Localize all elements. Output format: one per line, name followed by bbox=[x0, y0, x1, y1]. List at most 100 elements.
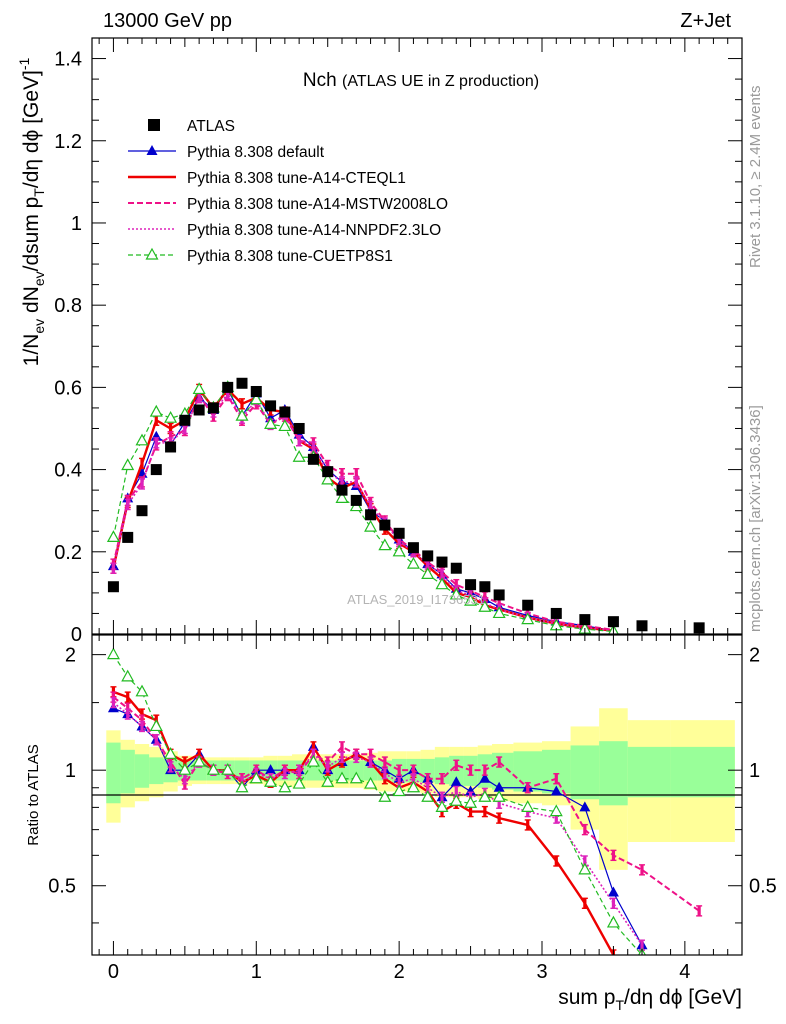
main-point-atlas-19 bbox=[379, 519, 391, 531]
ratio-line-pythia-8-308-tune-a14-nnpdf2-3lo bbox=[112, 701, 643, 946]
main-point-pythia-8-308-tune-cuetp8s1-10 bbox=[249, 392, 263, 405]
ratio-point-pythia-8-308-tune-a14-nnpdf2-3lo-15 bbox=[326, 761, 330, 772]
ratio-point-pythia-8-308-tune-cuetp8s1-18 bbox=[364, 776, 378, 789]
main-point-pythia-8-308-tune-a14-nnpdf2-3lo-5 bbox=[183, 423, 187, 434]
main-point-pythia-8-308-tune-cuetp8s1-27 bbox=[492, 606, 506, 619]
ratio-point-pythia-8-308-default-31 bbox=[607, 886, 619, 897]
legend-label-atlas: ATLAS bbox=[187, 118, 235, 135]
ratio-point-pythia-8-308-tune-a14-mstw2008lo-33 bbox=[697, 905, 701, 916]
ratio-point-pythia-8-308-tune-a14-mstw2008lo-20 bbox=[397, 765, 401, 776]
ratio-point-pythia-8-308-default-30 bbox=[579, 801, 591, 812]
ratio-point-pythia-8-308-tune-a14-nnpdf2-3lo-27 bbox=[497, 798, 501, 809]
ratio-y-tick-label-right-1: 1 bbox=[749, 760, 760, 782]
main-point-atlas-12 bbox=[279, 406, 291, 418]
main-point-atlas-8 bbox=[222, 381, 234, 393]
main-point-atlas-13 bbox=[293, 422, 305, 434]
main-point-atlas-22 bbox=[422, 550, 434, 562]
ratio-point-pythia-8-308-tune-cuetp8s1-19 bbox=[378, 790, 392, 802]
main-point-pythia-8-308-tune-a14-nnpdf2-3lo-8 bbox=[226, 388, 230, 399]
ratio-point-pythia-8-308-tune-a14-mstw2008lo-19 bbox=[383, 757, 387, 768]
ratio-point-pythia-8-308-tune-cuetp8s1-13 bbox=[292, 776, 306, 789]
main-point-atlas-10 bbox=[250, 385, 262, 397]
main-point-atlas-18 bbox=[365, 509, 377, 521]
ratio-point-pythia-8-308-tune-a14-cteql1-2 bbox=[140, 709, 144, 720]
ratio-point-pythia-8-308-tune-cuetp8s1-8 bbox=[221, 762, 235, 775]
main-point-atlas-16 bbox=[336, 484, 348, 496]
ratio-point-pythia-8-308-tune-a14-mstw2008lo-24 bbox=[454, 760, 458, 771]
ratio-point-pythia-8-308-tune-cuetp8s1-16 bbox=[335, 771, 349, 784]
main-point-atlas-7 bbox=[207, 402, 219, 414]
ratio-point-pythia-8-308-tune-cuetp8s1-14 bbox=[306, 754, 320, 767]
legend-label-pythia-8-308-tune-a14-mstw2008lo: Pythia 8.308 tune-A14-MSTW2008LO bbox=[187, 196, 448, 213]
legend-marker-atlas bbox=[148, 119, 160, 131]
ratio-y-tick-label-2: 2 bbox=[65, 645, 76, 667]
x-tick-label-0: 0 bbox=[108, 961, 119, 983]
main-point-pythia-8-308-tune-a14-nnpdf2-3lo-6 bbox=[197, 392, 201, 403]
main-point-pythia-8-308-tune-a14-nnpdf2-3lo-0 bbox=[111, 563, 116, 574]
legend-marker-pythia-8-308-tune-cuetp8s1 bbox=[145, 247, 159, 260]
ratio-point-pythia-8-308-tune-cuetp8s1-30 bbox=[578, 862, 592, 875]
ratio-point-pythia-8-308-tune-a14-cteql1-30 bbox=[583, 898, 587, 909]
y-tick-label-1: 0.2 bbox=[54, 542, 82, 564]
green-band-23 bbox=[434, 757, 450, 785]
ratio-point-pythia-8-308-tune-cuetp8s1-28 bbox=[521, 800, 535, 812]
green-band-2 bbox=[134, 754, 150, 788]
ratio-point-pythia-8-308-tune-a14-nnpdf2-3lo-16 bbox=[340, 752, 344, 763]
main-point-pythia-8-308-tune-a14-mstw2008lo-17 bbox=[354, 468, 358, 479]
ratio-point-pythia-8-308-default-24 bbox=[450, 776, 462, 787]
main-point-pythia-8-308-tune-a14-mstw2008lo-4 bbox=[168, 431, 173, 442]
ratio-point-pythia-8-308-tune-a14-nnpdf2-3lo-30 bbox=[583, 855, 587, 866]
main-point-atlas-14 bbox=[307, 453, 319, 465]
main-point-atlas-27 bbox=[493, 589, 505, 601]
y-tick-label-6: 1.2 bbox=[54, 131, 82, 153]
ratio-point-pythia-8-308-tune-cuetp8s1-4 bbox=[164, 747, 178, 759]
green-band-32 bbox=[627, 746, 671, 798]
main-point-pythia-8-308-tune-cuetp8s1-6 bbox=[192, 382, 206, 395]
main-plot-frame bbox=[91, 37, 743, 635]
plot-title-group: Nch (ATLAS UE in Z production) bbox=[303, 70, 539, 91]
main-point-atlas-4 bbox=[165, 441, 177, 453]
main-point-pythia-8-308-tune-a14-cteql1-4 bbox=[168, 423, 173, 434]
ratio-point-pythia-8-308-tune-a14-mstw2008lo-29 bbox=[554, 773, 558, 784]
ratio-point-pythia-8-308-tune-a14-nnpdf2-3lo-20 bbox=[397, 777, 401, 788]
ratio-y-tick-label-1: 1 bbox=[65, 760, 76, 782]
ratio-point-pythia-8-308-tune-cuetp8s1-31 bbox=[606, 915, 620, 928]
ratio-point-pythia-8-308-tune-a14-nnpdf2-3lo-3 bbox=[154, 734, 158, 745]
main-point-pythia-8-308-tune-a14-nnpdf2-3lo-17 bbox=[354, 476, 358, 487]
main-point-pythia-8-308-tune-cuetp8s1-25 bbox=[464, 593, 478, 606]
main-point-pythia-8-308-tune-cuetp8s1-19 bbox=[378, 538, 392, 551]
axis-ticks: 0 1 2 3 4 0 0.2 0.4 0.6 0.8 1 1.2 1.4 0.5 0.5 1 1 2 2 bbox=[48, 38, 777, 983]
main-point-pythia-8-308-tune-a14-nnpdf2-3lo-20 bbox=[397, 536, 401, 547]
mcplots-credit: mcplots.cern.ch [arXiv:1306.3436] bbox=[747, 405, 764, 632]
main-point-pythia-8-308-tune-cuetp8s1-2 bbox=[135, 433, 149, 446]
ratio-point-pythia-8-308-tune-a14-cteql1-5 bbox=[183, 757, 187, 768]
ratio-point-pythia-8-308-tune-cuetp8s1-29 bbox=[549, 804, 563, 817]
legend-marker-pythia-8-308-default bbox=[146, 145, 158, 155]
main-point-atlas-32 bbox=[636, 620, 648, 632]
legend-label-pythia-8-308-tune-cuetp8s1: Pythia 8.308 tune-CUETP8S1 bbox=[187, 248, 393, 265]
main-point-pythia-8-308-tune-cuetp8s1-4 bbox=[164, 410, 178, 423]
ratio-point-pythia-8-308-tune-cuetp8s1-2 bbox=[135, 684, 149, 697]
ratio-point-pythia-8-308-tune-cuetp8s1-3 bbox=[149, 719, 163, 732]
main-point-pythia-8-308-tune-a14-cteql1-2 bbox=[140, 458, 144, 469]
ratio-point-pythia-8-308-tune-a14-nnpdf2-3lo-29 bbox=[554, 813, 558, 824]
main-point-pythia-8-308-tune-cuetp8s1-12 bbox=[278, 419, 292, 432]
ratio-point-pythia-8-308-tune-a14-cteql1-6 bbox=[197, 749, 201, 760]
ratio-point-pythia-8-308-tune-cuetp8s1-1 bbox=[121, 669, 135, 682]
main-line-pythia-8-308-tune-a14-nnpdf2-3lo bbox=[112, 392, 614, 632]
plot-subtitle: (ATLAS UE in Z production) bbox=[342, 73, 539, 90]
ratio-point-pythia-8-308-tune-a14-mstw2008lo-28 bbox=[526, 782, 530, 793]
ratio-plot-frame bbox=[91, 634, 743, 956]
main-point-pythia-8-308-tune-a14-cteql1-9 bbox=[240, 398, 244, 409]
ratio-point-pythia-8-308-tune-a14-nnpdf2-3lo-13 bbox=[297, 765, 301, 776]
ratio-point-pythia-8-308-tune-a14-nnpdf2-3lo-17 bbox=[354, 752, 358, 763]
x-axis-label: sum pT/dη dϕ [GeV] bbox=[558, 986, 742, 1013]
main-point-pythia-8-308-tune-cuetp8s1-16 bbox=[335, 491, 349, 503]
ratio-point-pythia-8-308-tune-a14-cteql1-1 bbox=[126, 692, 130, 703]
y-tick-label-7: 1.4 bbox=[54, 49, 82, 71]
ratio-line-pythia-8-308-tune-a14-cteql1 bbox=[113, 690, 615, 955]
main-point-atlas-24 bbox=[450, 562, 462, 574]
ratio-point-pythia-8-308-tune-a14-nnpdf2-3lo-12 bbox=[283, 768, 287, 779]
ratio-point-pythia-8-308-tune-a14-nnpdf2-3lo-32 bbox=[640, 940, 644, 951]
